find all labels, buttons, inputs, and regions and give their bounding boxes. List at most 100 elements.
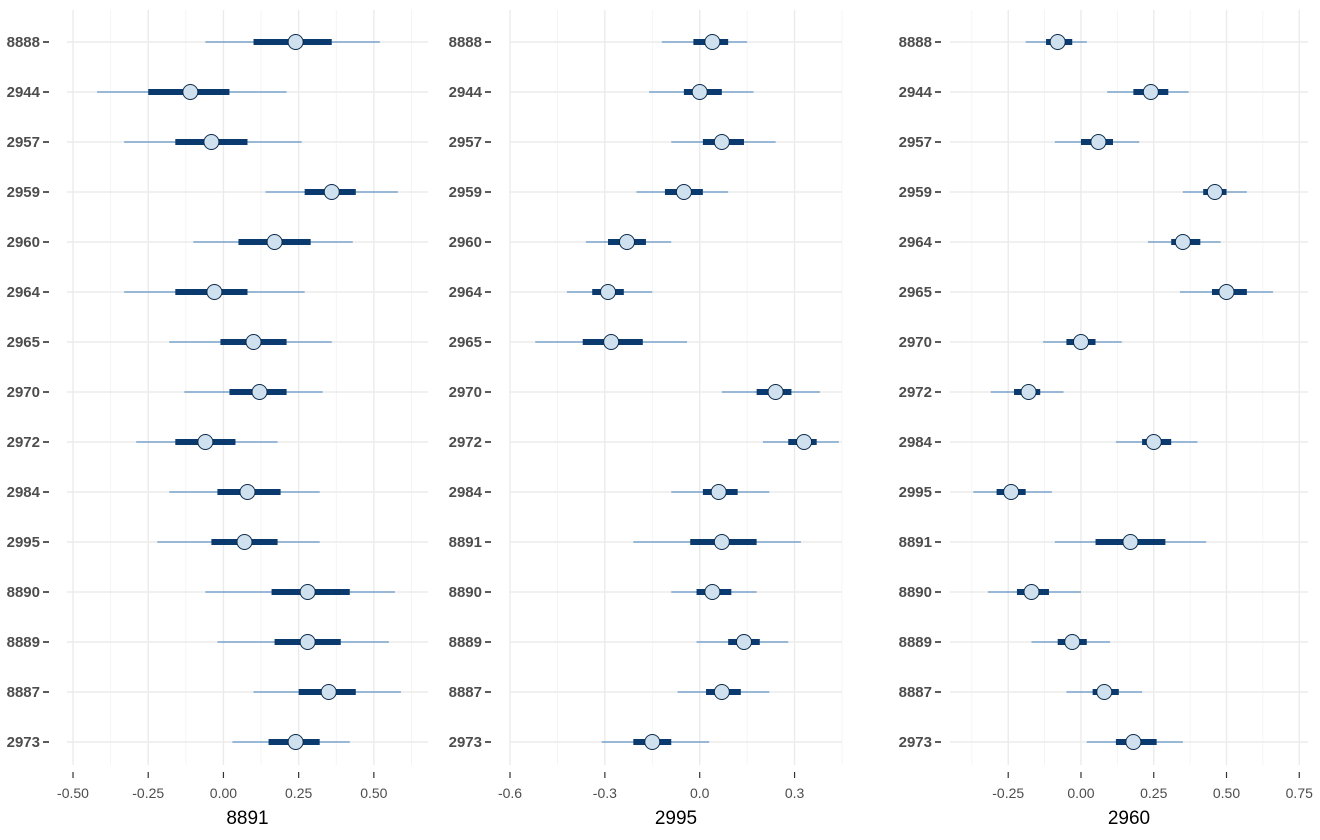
y-tick-label: 8889: [899, 634, 932, 651]
y-tick-label: 8890: [449, 584, 482, 601]
point-estimate-2944: [182, 84, 199, 100]
y-tick-label: 2970: [449, 384, 482, 401]
y-tick-label: 2960: [7, 234, 40, 251]
x-tick-label: -0.6: [498, 785, 522, 801]
x-axis-title: 2960: [1108, 808, 1150, 829]
x-tick-label: 0.3: [785, 785, 805, 801]
point-estimate-2984: [239, 484, 256, 500]
point-estimate-2959: [675, 184, 692, 200]
point-estimate-8889: [299, 634, 316, 650]
y-tick-label: 2957: [449, 134, 482, 151]
point-estimate-2970: [767, 384, 784, 400]
point-estimate-2995: [236, 534, 253, 550]
y-tick-label: 8888: [899, 34, 932, 51]
point-estimate-2973: [644, 734, 661, 750]
y-tick-label: 2972: [449, 434, 482, 451]
panel-2960: 8888 2944 2957 2959 2964 2965 2970 2972 2984 2995…: [899, 10, 1313, 829]
point-estimate-8889: [735, 634, 752, 650]
point-estimate-8890: [299, 584, 316, 600]
point-estimate-2972: [197, 434, 214, 450]
point-estimate-2965: [1218, 284, 1235, 300]
y-tick-label: 2964: [7, 284, 41, 301]
point-estimate-2944: [691, 84, 708, 100]
y-tick-label: 8891: [449, 534, 482, 551]
y-tick-label: 2972: [899, 384, 932, 401]
point-estimate-2957: [713, 134, 730, 150]
y-tick-label: 2995: [899, 484, 932, 501]
y-tick-label: 2964: [449, 284, 483, 301]
y-tick-label: 2959: [449, 184, 482, 201]
y-tick-label: 2959: [7, 184, 40, 201]
y-tick-label: 8888: [449, 34, 482, 51]
y-tick-label: 2965: [7, 334, 40, 351]
point-estimate-2970: [251, 384, 268, 400]
y-tick-label: 2964: [899, 234, 933, 251]
point-estimate-8887: [320, 684, 337, 700]
y-tick-label: 8890: [7, 584, 40, 601]
point-estimate-2960: [266, 234, 283, 250]
point-estimate-2957: [203, 134, 220, 150]
y-tick-label: 8891: [899, 534, 932, 551]
point-estimate-8887: [1096, 684, 1113, 700]
point-estimate-2964: [600, 284, 617, 300]
y-tick-label: 8889: [7, 634, 40, 651]
y-tick-label: 2995: [7, 534, 40, 551]
point-estimate-2965: [245, 334, 262, 350]
x-tick-label: -0.25: [132, 785, 164, 801]
point-estimate-2984: [710, 484, 727, 500]
y-tick-label: 8889: [449, 634, 482, 651]
point-estimate-2973: [287, 734, 304, 750]
point-estimate-8887: [713, 684, 730, 700]
y-tick-label: 2984: [7, 484, 41, 501]
y-tick-label: 2973: [7, 734, 40, 751]
point-estimate-2970: [1072, 334, 1089, 350]
point-estimate-8889: [1064, 634, 1081, 650]
point-estimate-8888: [287, 34, 304, 50]
x-tick-label: 0.50: [1213, 785, 1240, 801]
point-estimate-2973: [1125, 734, 1142, 750]
x-tick-label: 0.25: [1140, 785, 1167, 801]
point-estimate-8891: [713, 534, 730, 550]
y-tick-label: 2965: [899, 284, 932, 301]
y-tick-label: 8887: [449, 684, 482, 701]
panel-8891: 8888 2944 2957 2959 2960 2964 2965 2970 2972 2984…: [7, 10, 428, 829]
y-tick-label: 2973: [899, 734, 932, 751]
x-tick-label: 0.50: [360, 785, 387, 801]
x-axis-title: 2995: [655, 808, 697, 829]
y-tick-label: 2984: [449, 484, 483, 501]
y-tick-label: 8887: [7, 684, 40, 701]
point-estimate-2959: [323, 184, 340, 200]
x-tick-label: -0.50: [57, 785, 89, 801]
y-tick-label: 2957: [899, 134, 932, 151]
y-tick-label: 8887: [899, 684, 932, 701]
y-tick-label: 2973: [449, 734, 482, 751]
point-estimate-2965: [603, 334, 620, 350]
point-estimate-8888: [1049, 34, 1066, 50]
point-estimate-8890: [1023, 584, 1040, 600]
y-tick-label: 2972: [7, 434, 40, 451]
point-estimate-2957: [1090, 134, 1107, 150]
y-tick-label: 2984: [899, 434, 933, 451]
x-axis-title: 8891: [226, 808, 268, 829]
y-tick-label: 2957: [7, 134, 40, 151]
y-tick-label: 8888: [7, 34, 40, 51]
point-estimate-8888: [704, 34, 721, 50]
x-tick-label: -0.3: [593, 785, 617, 801]
x-tick-label: 0.75: [1286, 785, 1313, 801]
y-tick-label: 2944: [7, 84, 41, 101]
point-estimate-2972: [1020, 384, 1037, 400]
point-estimate-8891: [1122, 534, 1139, 550]
y-tick-label: 2944: [449, 84, 483, 101]
point-estimate-2959: [1206, 184, 1223, 200]
y-tick-label: 8890: [899, 584, 932, 601]
point-estimate-2984: [1145, 434, 1162, 450]
point-estimate-8890: [704, 584, 721, 600]
x-tick-label: 0.00: [210, 785, 237, 801]
point-estimate-2944: [1142, 84, 1159, 100]
point-estimate-2964: [206, 284, 223, 300]
x-tick-label: 0.00: [1067, 785, 1094, 801]
y-tick-label: 2960: [449, 234, 482, 251]
x-tick-label: 0.25: [285, 785, 312, 801]
x-tick-label: 0.0: [690, 785, 710, 801]
